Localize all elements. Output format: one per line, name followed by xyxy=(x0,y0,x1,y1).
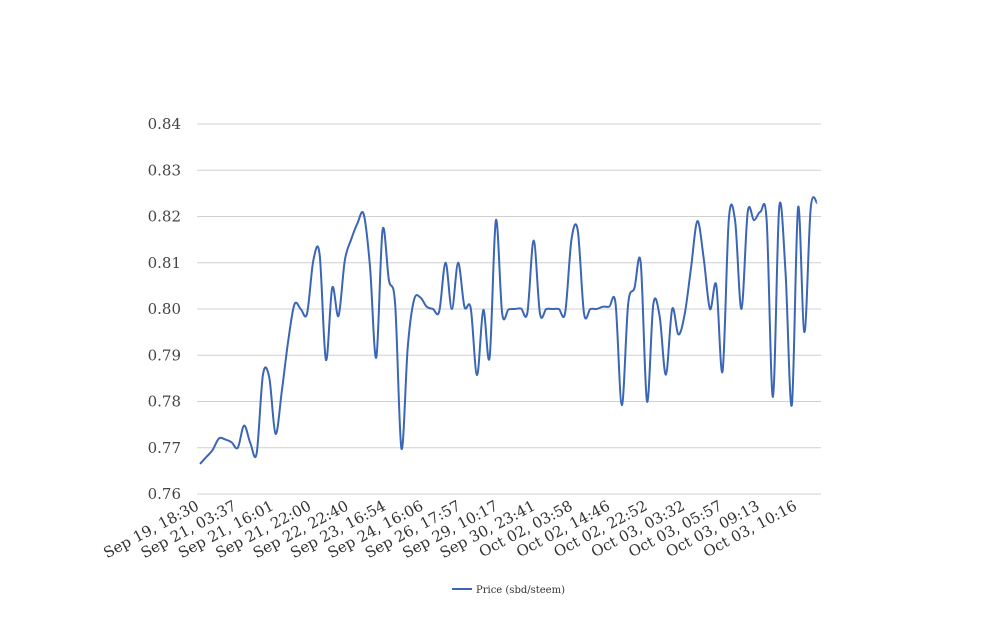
y-tick-label: 0.80 xyxy=(148,300,181,318)
y-tick-label: 0.79 xyxy=(148,346,181,364)
y-tick-label: 0.78 xyxy=(148,393,181,411)
y-tick-label: 0.83 xyxy=(148,161,181,179)
y-tick-label: 0.84 xyxy=(148,115,181,133)
series-layer xyxy=(199,196,818,465)
legend-label: Price (sbd/steem) xyxy=(476,585,565,596)
y-tick-label: 0.81 xyxy=(148,254,181,272)
legend: Price (sbd/steem) xyxy=(452,585,565,596)
y-tick-label: 0.82 xyxy=(148,208,181,226)
y-tick-label: 0.76 xyxy=(148,485,181,503)
series-line-price xyxy=(199,196,818,465)
y-axis-ticks: 0.76 0.77 0.78 0.79 0.80 0.81 0.82 0.83 0.84 xyxy=(148,115,181,503)
y-tick-label: 0.77 xyxy=(148,439,181,457)
